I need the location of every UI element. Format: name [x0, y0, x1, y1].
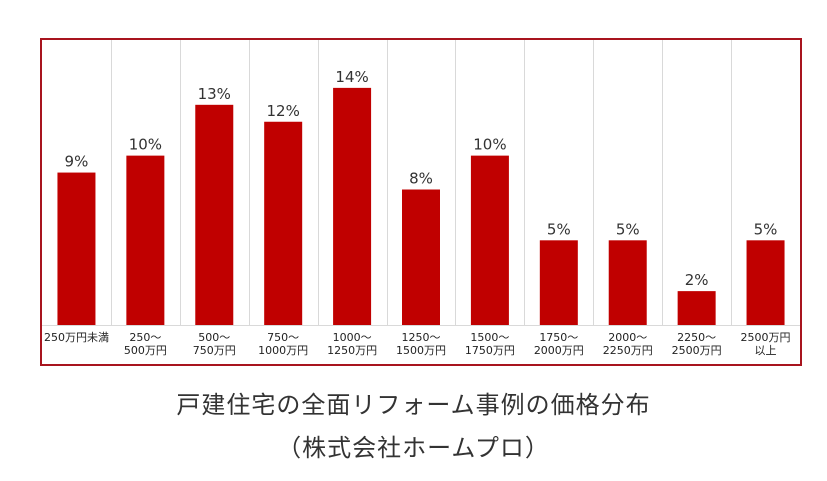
category-label: 1500〜 — [470, 331, 509, 344]
category-label: 2500万円 — [741, 331, 791, 344]
bar — [264, 121, 303, 325]
bar — [746, 240, 785, 325]
data-label: 5% — [754, 220, 778, 238]
category-label: 以上 — [755, 344, 777, 357]
category-label: 1250〜 — [402, 331, 441, 344]
category-label: 2000万円 — [534, 344, 584, 357]
bar — [677, 291, 716, 325]
category-label: 250〜 — [129, 331, 161, 344]
data-label: 5% — [616, 220, 640, 238]
bar-chart: 9% 250万円未満 10% 250〜500万円 13% 500〜750万円 12% 750〜… — [42, 40, 800, 357]
data-label: 10% — [473, 136, 506, 154]
category-label: 500万円 — [124, 344, 167, 357]
data-label: 12% — [267, 102, 300, 120]
data-label: 14% — [335, 68, 368, 86]
data-label: 9% — [65, 153, 89, 171]
category-label: 2500万円 — [672, 344, 722, 357]
bar — [539, 240, 578, 325]
bar — [470, 155, 509, 325]
bar — [333, 87, 372, 325]
category-label: 1000万円 — [258, 344, 308, 357]
category-label: 250万円未満 — [44, 331, 109, 344]
category-label: 2250万円 — [603, 344, 653, 357]
category-label: 750万円 — [193, 344, 236, 357]
bar — [402, 189, 440, 325]
category-label: 2250〜 — [677, 331, 716, 344]
bar — [195, 104, 234, 325]
bar — [126, 155, 165, 325]
data-label: 2% — [685, 271, 709, 289]
category-label: 500〜 — [198, 331, 230, 344]
data-label: 13% — [198, 85, 231, 103]
category-label: 1000〜 — [333, 331, 372, 344]
chart-frame: 9% 250万円未満 10% 250〜 500万円 13% 500〜 750万円 12% 750〜… — [40, 38, 802, 366]
data-label: 5% — [547, 220, 571, 238]
category-label: 1500万円 — [396, 344, 446, 357]
bar — [57, 172, 96, 325]
category-label: 1750万円 — [465, 344, 515, 357]
category-label: 1250万円 — [327, 344, 377, 357]
category-label: 750〜 — [267, 331, 299, 344]
category-label: 1750〜 — [539, 331, 578, 344]
category-label: 2000〜 — [608, 331, 647, 344]
chart-caption-title: 戸建住宅の全面リフォーム事例の価格分布 — [176, 391, 651, 419]
bar — [608, 240, 647, 325]
data-label: 10% — [129, 136, 162, 154]
chart-caption-source: （株式会社ホームプロ） — [277, 434, 550, 462]
data-label: 8% — [409, 170, 433, 188]
